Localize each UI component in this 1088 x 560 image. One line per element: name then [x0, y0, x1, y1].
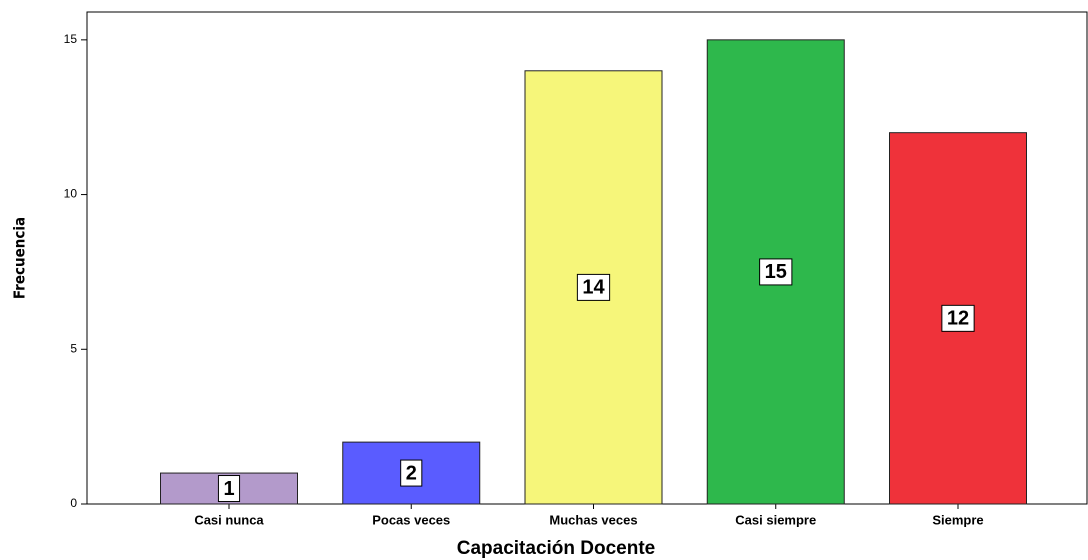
value-label: 14: [582, 277, 605, 299]
y-tick-label: 10: [64, 187, 78, 201]
x-tick-label: Muchas veces: [549, 512, 637, 527]
x-axis-title: Capacitación Docente: [457, 538, 656, 559]
value-label: 15: [765, 261, 787, 283]
value-label: 2: [406, 462, 417, 484]
x-tick-label: Casi siempre: [735, 512, 816, 527]
y-tick-label: 5: [70, 341, 77, 355]
value-label-box: [759, 258, 793, 286]
y-axis-title: Frecuencia: [11, 217, 29, 299]
value-label-box: [217, 475, 241, 503]
value-label-box: [400, 459, 423, 487]
x-tick-label: Casi nunca: [194, 512, 264, 527]
value-label-box: [941, 304, 975, 332]
y-tick-label: 15: [64, 32, 78, 46]
x-tick-label: Siempre: [932, 512, 983, 527]
y-tick-label: 0: [70, 496, 77, 510]
value-label-box: [576, 273, 611, 301]
x-tick-label: Pocas veces: [372, 512, 450, 527]
value-label: 1: [223, 478, 234, 500]
value-label: 12: [947, 308, 969, 330]
